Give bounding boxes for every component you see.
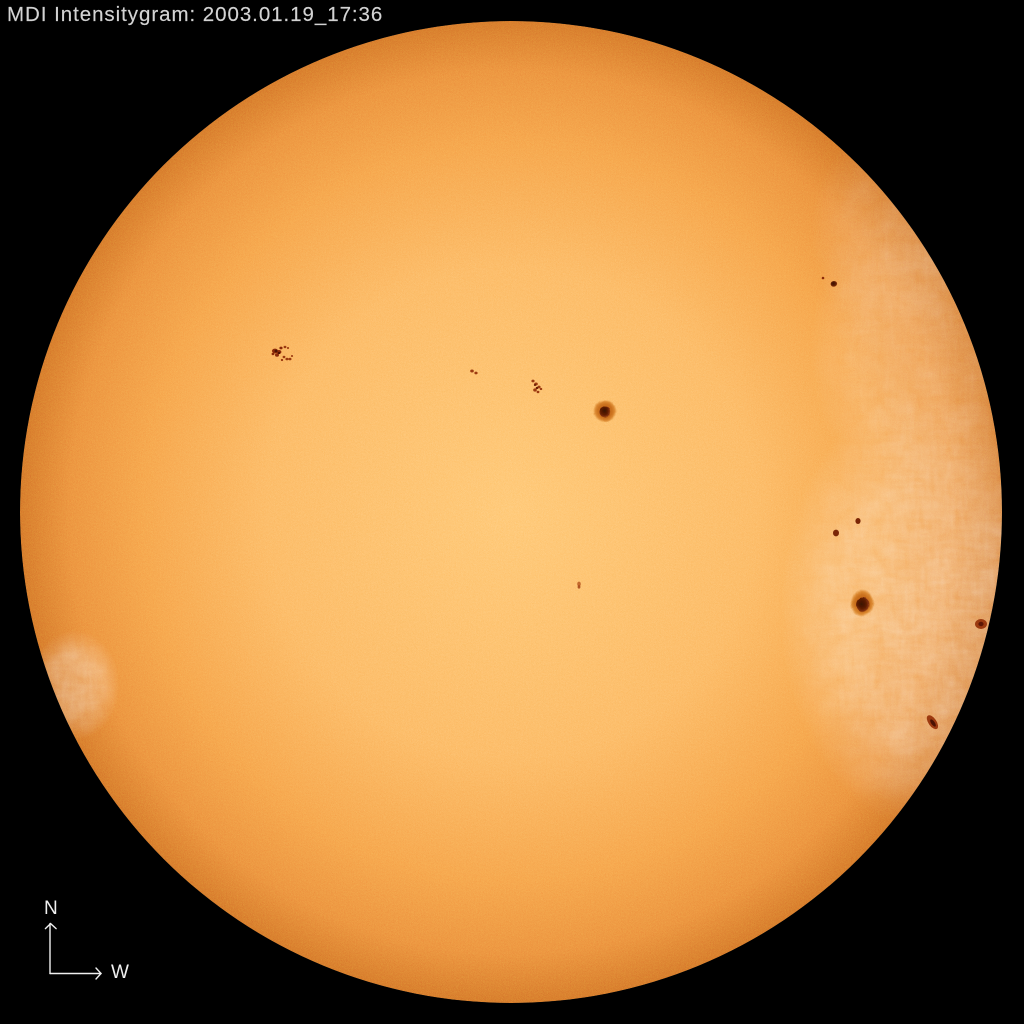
svg-text:N: N (44, 898, 58, 919)
svg-text:W: W (111, 962, 129, 983)
svg-text:MDI Intensitygram: 2003.01: MDI Intensitygram: 2003.01.19_17:36 (7, 3, 383, 26)
